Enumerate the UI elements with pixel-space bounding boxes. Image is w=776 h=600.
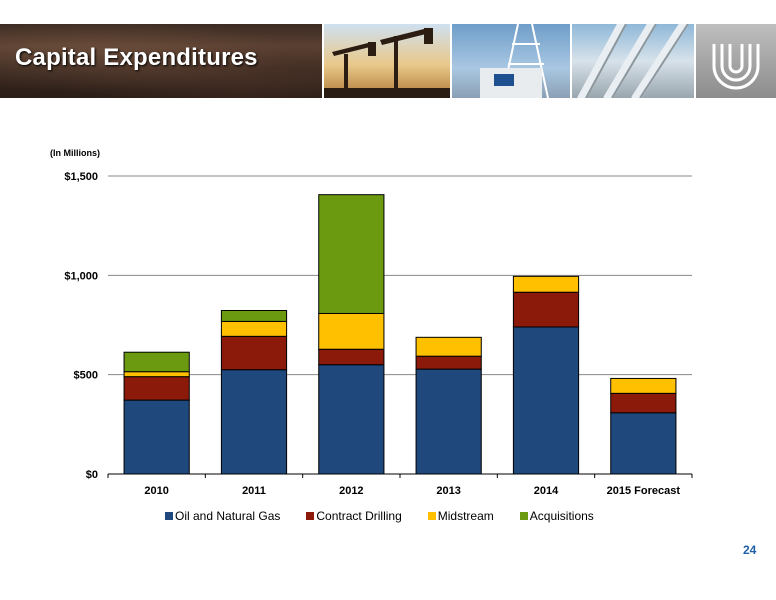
legend-swatch-oil-and-natural-gas [165, 512, 173, 520]
bar-acquisitions-2012 [318, 194, 385, 314]
bar-midstream-2013 [415, 336, 482, 357]
legend-label-acquisitions: Acquisitions [529, 509, 594, 523]
bar-contract-drilling-2013 [415, 355, 482, 370]
bar-oil-and-natural-gas-2013 [415, 368, 482, 475]
bar-acquisitions-2011 [220, 309, 288, 322]
bar-oil-and-natural-gas-2015-forecast [610, 412, 677, 475]
page-number: 24 [743, 543, 757, 557]
bar-contract-drilling-2014 [512, 291, 580, 328]
x-tick-label: 2015 Forecast [607, 485, 681, 497]
bar-midstream-2015-forecast [610, 377, 677, 394]
y-tick-label: $500 [74, 370, 98, 382]
title-panel: Capital Expenditures [0, 24, 322, 98]
x-tick-label: 2012 [339, 485, 363, 497]
bar-oil-and-natural-gas-2010 [123, 399, 190, 475]
drilling-rig-photo [452, 24, 570, 98]
bar-oil-and-natural-gas-2014 [512, 326, 580, 475]
legend-label-contract-drilling: Contract Drilling [316, 509, 402, 523]
bar-midstream-2011 [220, 320, 288, 337]
y-tick-label: $1,500 [64, 171, 98, 183]
legend-item-contract-drilling: Contract Drilling [306, 509, 402, 523]
bar-midstream-2010 [123, 371, 190, 378]
legend-swatch-midstream [427, 512, 436, 520]
legend-item-acquisitions: Acquisitions [519, 509, 594, 523]
company-logo [696, 24, 776, 98]
x-tick-label: 2013 [436, 485, 460, 497]
legend-swatch-acquisitions [519, 512, 528, 520]
legend-label-midstream: Midstream [437, 509, 494, 523]
bar-oil-and-natural-gas-2012 [318, 364, 385, 475]
y-tick-label: $1,000 [64, 270, 98, 282]
bar-contract-drilling-2010 [123, 376, 190, 401]
legend-item-oil-and-natural-gas: Oil and Natural Gas [165, 509, 280, 523]
legend-label-oil-and-natural-gas: Oil and Natural Gas [175, 509, 281, 523]
legend-swatch-contract-drilling [306, 512, 315, 520]
units-label: (In Millions) [50, 148, 100, 158]
legend-item-midstream: Midstream [427, 509, 494, 523]
chart-legend: Oil and Natural Gas Contract Drilling Mi… [165, 509, 620, 523]
x-tick-label: 2010 [144, 485, 168, 497]
pipeline-photo [572, 24, 694, 98]
stacked-bar-chart: $0 $500 $1,000 $1,500 2010 2011 2012 2013 2014 20… [64, 171, 693, 497]
x-tick-label: 2011 [242, 485, 266, 497]
bar-midstream-2012 [318, 312, 385, 350]
y-tick-label: $0 [86, 469, 98, 481]
bar-oil-and-natural-gas-2011 [220, 369, 288, 475]
bar-contract-drilling-2012 [318, 348, 385, 366]
bar-acquisitions-2010 [123, 351, 190, 373]
page-title: Capital Expenditures [15, 44, 258, 71]
bar-contract-drilling-2011 [220, 335, 288, 371]
x-tick-label: 2014 [534, 485, 559, 497]
header-banner: Capital Expenditures [0, 24, 776, 98]
oil-pumpjack-photo [324, 24, 450, 98]
bar-contract-drilling-2015-forecast [610, 392, 677, 414]
bar-midstream-2014 [512, 275, 580, 293]
